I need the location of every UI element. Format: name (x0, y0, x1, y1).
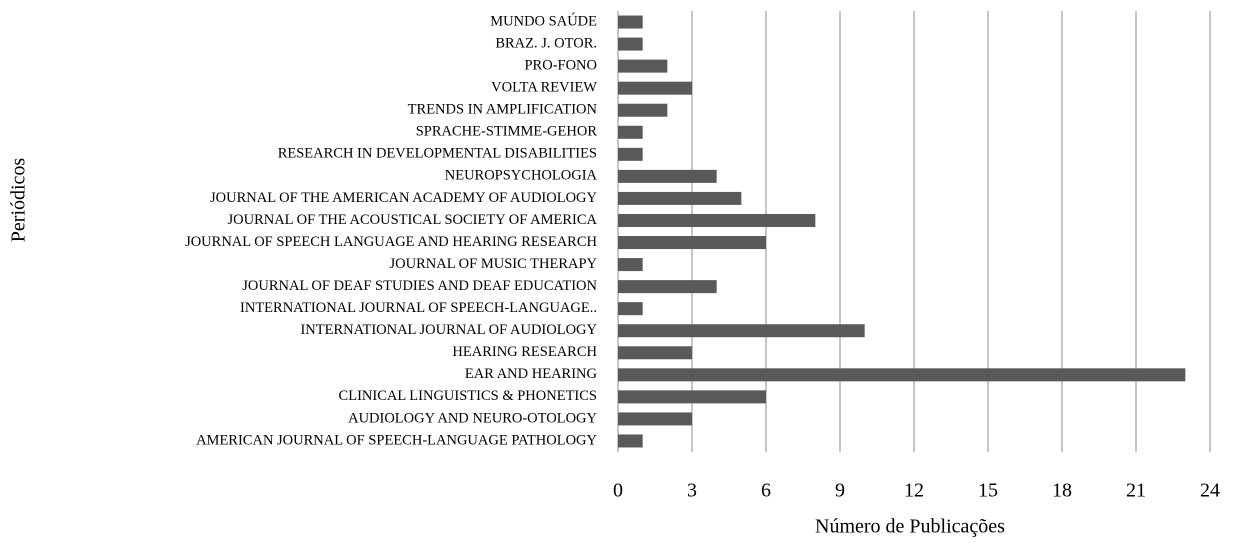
bar (618, 125, 643, 139)
x-tick-label: 0 (613, 480, 623, 502)
bar (618, 368, 1186, 382)
bar (618, 412, 692, 426)
y-tick-label: PRO-FONO (524, 57, 597, 73)
y-tick-label: AMERICAN JOURNAL OF SPEECH-LANGUAGE PATH… (196, 432, 597, 448)
y-tick-label: JOURNAL OF THE AMERICAN ACADEMY OF AUDIO… (210, 190, 597, 206)
x-tick-label: 3 (687, 480, 697, 502)
bar (618, 147, 643, 161)
y-tick-label: NEUROPSYCHOLOGIA (445, 168, 598, 184)
x-axis-title: Número de Publicações (815, 516, 1005, 538)
y-tick-label: JOURNAL OF SPEECH LANGUAGE AND HEARING R… (185, 234, 597, 250)
bar (618, 37, 643, 51)
y-tick-label: JOURNAL OF THE ACOUSTICAL SOCIETY OF AME… (227, 212, 597, 228)
x-tick-label: 9 (835, 480, 845, 502)
x-tick-label: 6 (761, 480, 771, 502)
bar (618, 324, 865, 338)
y-tick-label: JOURNAL OF DEAF STUDIES AND DEAF EDUCATI… (242, 278, 597, 294)
x-tick-label: 15 (978, 480, 998, 502)
y-tick-label: EAR AND HEARING (465, 366, 598, 382)
bar (618, 81, 692, 95)
bar (618, 213, 816, 227)
y-tick-label: SPRACHE-STIMME-GEHOR (416, 124, 598, 140)
y-tick-label: MUNDO SAÚDE (490, 12, 597, 29)
bar (618, 59, 668, 73)
bar (618, 258, 643, 272)
y-tick-label: TRENDS IN AMPLIFICATION (408, 102, 598, 118)
bar (618, 236, 766, 250)
y-axis-title: Periódicos (8, 158, 30, 243)
x-tick-label: 21 (1126, 480, 1146, 502)
bar (618, 302, 643, 316)
y-tick-label: BRAZ. J. OTOR. (495, 35, 597, 51)
bar (618, 103, 668, 117)
y-tick-label: INTERNATIONAL JOURNAL OF SPEECH-LANGUAGE… (240, 300, 597, 316)
bar (618, 169, 717, 183)
x-tick-label: 18 (1052, 480, 1072, 502)
y-tick-label: CLINICAL LINGUISTICS & PHONETICS (339, 388, 597, 404)
y-tick-label: AUDIOLOGY AND NEURO-OTOLOGY (348, 410, 597, 426)
bar (618, 15, 643, 29)
bar (618, 191, 742, 205)
y-tick-label: JOURNAL OF MUSIC THERAPY (390, 256, 598, 272)
y-tick-label: VOLTA REVIEW (491, 80, 597, 96)
x-tick-label: 12 (904, 480, 924, 502)
x-tick-label: 24 (1200, 480, 1220, 502)
bar (618, 434, 643, 448)
bar (618, 280, 717, 294)
y-tick-label: INTERNATIONAL JOURNAL OF AUDIOLOGY (300, 322, 597, 338)
y-tick-label: RESEARCH IN DEVELOPMENTAL DISABILITIES (278, 146, 597, 162)
bar (618, 346, 692, 360)
bar (618, 390, 766, 404)
y-tick-label: HEARING RESEARCH (452, 344, 597, 360)
